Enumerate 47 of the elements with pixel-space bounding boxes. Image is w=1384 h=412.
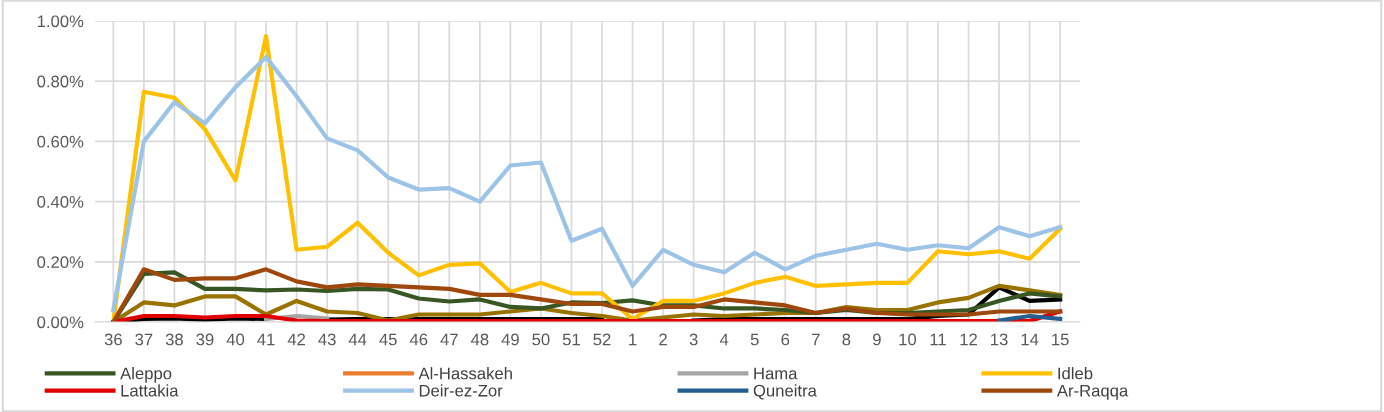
x-tick-label: 46 — [409, 333, 428, 346]
legend-label: Hama — [754, 367, 798, 380]
x-tick-label: 8 — [842, 333, 851, 346]
y-tick-label: 0.20% — [37, 256, 84, 268]
x-tick-label: 15 — [1052, 333, 1069, 346]
x-tick-label: 1 — [629, 333, 637, 346]
legend-label: Al-Hassakeh — [418, 367, 512, 380]
y-tick-label: 0.40% — [37, 196, 84, 208]
x-tick-label: 11 — [930, 333, 946, 346]
x-tick-label: 36 — [104, 333, 122, 346]
x-tick-label: 12 — [960, 333, 977, 346]
x-tick-label: 9 — [873, 333, 881, 346]
legend-label: Lattakia — [121, 384, 179, 397]
line-series — [111, 309, 1063, 322]
x-tick-label: 37 — [135, 333, 153, 346]
x-tick-label: 2 — [659, 333, 667, 346]
x-tick-label: 4 — [719, 333, 729, 346]
legend-label: Ar-Raqqa — [1056, 384, 1129, 400]
x-tick-label: 49 — [501, 333, 519, 346]
x-tick-label: 41 — [257, 333, 275, 346]
x-tick-label: 13 — [991, 333, 1008, 346]
x-tick-label: 38 — [165, 333, 183, 346]
x-tick-label: 39 — [196, 333, 214, 346]
x-tick-label: 43 — [318, 333, 336, 346]
x-tick-label: 42 — [287, 333, 306, 346]
x-tick-label: 52 — [593, 333, 611, 346]
x-tick-label: 10 — [899, 333, 917, 346]
x-tick-label: 40 — [226, 333, 245, 346]
legend-label: Aleppo — [120, 367, 172, 383]
x-tick-label: 48 — [470, 333, 489, 346]
y-tick-label: 1.00% — [37, 15, 84, 28]
x-tick-label: 5 — [750, 333, 759, 346]
x-tick-label: 3 — [689, 333, 698, 346]
x-tick-label: 44 — [348, 333, 367, 346]
y-tick-label: 0.00% — [37, 316, 84, 329]
x-tick-label: 45 — [379, 333, 397, 346]
x-tick-label: 7 — [812, 333, 820, 346]
x-tick-label: 50 — [532, 333, 550, 346]
x-tick-label: 47 — [440, 333, 458, 346]
legend-label: Quneitra — [753, 384, 817, 400]
y-tick-label: 0.80% — [37, 75, 84, 88]
x-tick-label: 51 — [562, 333, 580, 346]
y-tick-label: 0.60% — [37, 135, 84, 148]
legend-label: Deir-ez-Zor — [419, 384, 503, 397]
x-tick-label: 14 — [1021, 333, 1039, 346]
legend-label: Idleb — [1058, 367, 1093, 380]
x-tick-label: 6 — [781, 333, 790, 346]
